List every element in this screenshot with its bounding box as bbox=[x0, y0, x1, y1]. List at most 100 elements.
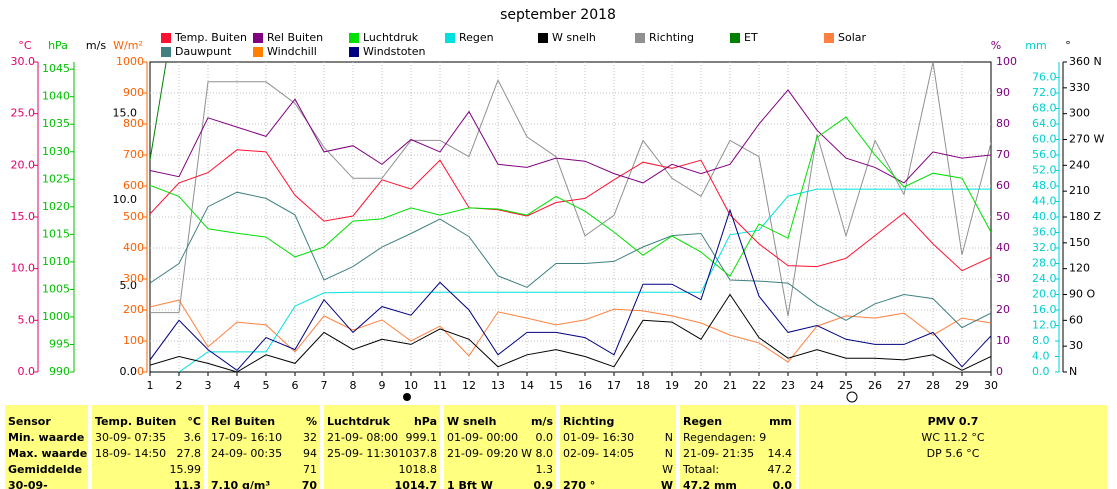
y-tick-label: 500 bbox=[123, 210, 144, 223]
x-tick-label: 23 bbox=[781, 379, 795, 392]
cell-text: 1 Bft W bbox=[447, 479, 493, 489]
cell-text: 24-09- 00:35 bbox=[211, 447, 283, 460]
x-tick-label: 4 bbox=[234, 379, 241, 392]
y-tick-label: 40.0 bbox=[1032, 210, 1057, 223]
y-tick-label: 180 Z bbox=[1069, 210, 1101, 223]
cell-text: °C bbox=[187, 415, 201, 428]
y-tick-label: 0.0 bbox=[120, 365, 138, 378]
table-column: W snelh m/s 01-09- 00:00 0.0 21-09- 09:20 W 8… bbox=[444, 405, 556, 489]
series-group bbox=[150, 62, 991, 372]
table-cell: DP 5.6 °C bbox=[802, 446, 1104, 462]
y-tick-label: 995 bbox=[49, 337, 70, 350]
cell-text: 14.4 bbox=[767, 447, 793, 460]
cell-text: W bbox=[662, 463, 673, 476]
y-tick-label: 240 bbox=[1069, 158, 1090, 171]
legend-label: ET bbox=[744, 31, 758, 44]
y-tick-label: 330 bbox=[1069, 81, 1090, 94]
legend-label: Dauwpunt bbox=[175, 45, 232, 58]
cell-text: 30-09- 07:35 bbox=[95, 431, 167, 444]
y-tick-label: 1030 bbox=[42, 145, 70, 158]
x-tick-label: 17 bbox=[607, 379, 621, 392]
y-tick-label: 1045 bbox=[42, 62, 70, 75]
y-tick-label: 70 bbox=[996, 148, 1010, 161]
cell-text: DP 5.6 °C bbox=[926, 447, 980, 460]
summary-table: Sensor Min. waarde Max. waarde Gemiddelde 30… bbox=[0, 405, 1117, 489]
y-tick-label: 10 bbox=[996, 334, 1010, 347]
cell-text: Gemiddelde bbox=[8, 463, 83, 476]
cell-text: 18-09- 14:50 bbox=[95, 447, 167, 460]
cell-text: Max. waarde bbox=[8, 447, 88, 460]
table-column: Sensor Min. waarde Max. waarde Gemiddelde 30… bbox=[5, 405, 88, 489]
y-tick-label: 60 bbox=[1069, 313, 1083, 326]
cell-text: W 8.0 bbox=[521, 447, 553, 460]
y-tick-label: 10.0 bbox=[11, 262, 36, 275]
cell-text: 21-09- 08:00 bbox=[327, 431, 399, 444]
y-tick-label: 24.0 bbox=[1032, 272, 1057, 285]
y-tick-label: 1015 bbox=[42, 227, 70, 240]
y-tick-label: 25.0 bbox=[11, 107, 36, 120]
x-tick-label: 2 bbox=[176, 379, 183, 392]
series-line bbox=[150, 149, 991, 272]
legend-swatch bbox=[161, 47, 171, 57]
y-tick-label: 15.0 bbox=[113, 107, 138, 120]
x-tick-label: 13 bbox=[491, 379, 505, 392]
y-tick-label: 12.0 bbox=[1032, 319, 1057, 332]
cell-text: 21-09- 09:20 bbox=[447, 447, 519, 460]
legend-swatch bbox=[253, 33, 263, 43]
series-line bbox=[150, 191, 991, 329]
y-tick-label: 1005 bbox=[42, 282, 70, 295]
table-cell: 1014.7 bbox=[327, 478, 437, 489]
y-tick-label: 0 bbox=[137, 365, 144, 378]
legend-swatch bbox=[538, 33, 548, 43]
table-cell bbox=[802, 462, 1104, 478]
x-tick-label: 25 bbox=[839, 379, 853, 392]
cell-text: PMV 0.7 bbox=[927, 415, 979, 428]
cell-text: Sensor bbox=[8, 415, 51, 428]
x-tick-label: 7 bbox=[321, 379, 328, 392]
y-tick-label: 5.0 bbox=[120, 279, 138, 292]
table-column: Luchtdruk hPa 21-09- 08:00 999.1 25-09- 11:3… bbox=[324, 405, 440, 489]
table-column: Regen mm Regendagen: 9 21-09- 21:35 14.4 Tota… bbox=[680, 405, 795, 489]
cell-text: 27.8 bbox=[176, 447, 202, 460]
y-tick-label: 900 bbox=[123, 86, 144, 99]
axis-label: % bbox=[991, 39, 1001, 52]
cell-text: Regendagen: 9 bbox=[683, 431, 767, 444]
x-tick-label: 10 bbox=[404, 379, 418, 392]
table-cell: Sensor bbox=[8, 414, 85, 430]
x-tick-label: 5 bbox=[263, 379, 270, 392]
cell-text: 11.3 bbox=[173, 479, 201, 489]
x-tick-label: 19 bbox=[665, 379, 679, 392]
legend-label: Richting bbox=[649, 31, 694, 44]
x-tick-label: 20 bbox=[694, 379, 708, 392]
y-tick-label: 0.0 bbox=[18, 365, 36, 378]
legend-swatch bbox=[824, 33, 834, 43]
y-tick-label: 8.0 bbox=[1032, 334, 1050, 347]
axis-label: ° bbox=[1065, 39, 1071, 52]
x-tick-label: 29 bbox=[955, 379, 969, 392]
axis-label: °C bbox=[18, 39, 32, 52]
legend-swatch bbox=[635, 33, 645, 43]
table-cell: Regen mm bbox=[683, 414, 792, 430]
y-tick-label: 50 bbox=[996, 210, 1010, 223]
table-cell: Regendagen: 9 bbox=[683, 430, 792, 446]
cell-text: 1037.8 bbox=[398, 447, 438, 460]
table-cell: 21-09- 21:35 14.4 bbox=[683, 446, 792, 462]
x-tick-label: 28 bbox=[926, 379, 940, 392]
x-tick-label: 14 bbox=[520, 379, 534, 392]
y-tick-label: 90 O bbox=[1069, 288, 1095, 301]
y-tick-label: 28.0 bbox=[1032, 257, 1057, 270]
series-line bbox=[178, 188, 991, 372]
y-tick-label: 60.0 bbox=[1032, 133, 1057, 146]
y-tick-label: 400 bbox=[123, 241, 144, 254]
legend-label: Luchtdruk bbox=[363, 31, 419, 44]
y-tick-label: 72.0 bbox=[1032, 86, 1057, 99]
table-cell: 21-09- 08:00 999.1 bbox=[327, 430, 437, 446]
y-tick-label: 300 bbox=[123, 272, 144, 285]
y-tick-label: 100 bbox=[123, 334, 144, 347]
table-cell: 1 Bft W 0.9 bbox=[447, 478, 553, 489]
y-tick-label: 200 bbox=[123, 303, 144, 316]
table-cell: W bbox=[563, 462, 673, 478]
cell-text: 0.0 bbox=[772, 479, 793, 489]
table-cell: 47.2 mm 0.0 bbox=[683, 478, 792, 489]
cell-text: WC 11.2 °C bbox=[921, 431, 985, 444]
